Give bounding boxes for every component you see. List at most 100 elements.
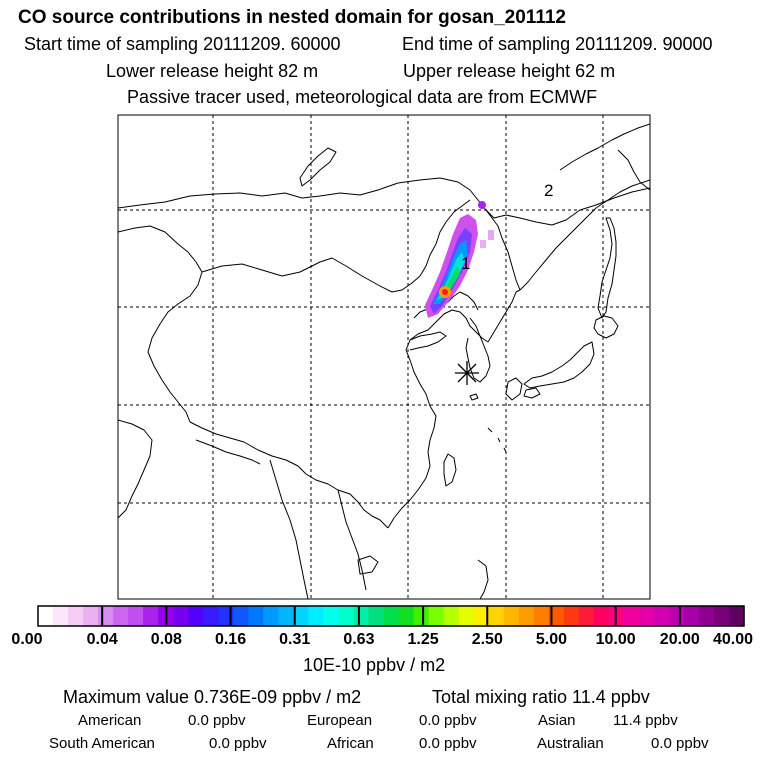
primorye-coast: [519, 179, 650, 291]
colorbar-cell: [53, 606, 69, 626]
colorbar-cell: [728, 606, 745, 626]
colorbar-cell: [278, 606, 294, 626]
colorbar-cell: [488, 606, 505, 626]
colorbar-cell: [668, 606, 685, 626]
region-african-value: 0.0 ppbv: [419, 735, 477, 752]
colorbar-cell: [563, 606, 580, 626]
max-value-label: Maximum value 0.736E-09 ppbv / m2: [63, 687, 362, 707]
region-european-name: European: [307, 712, 373, 729]
upper-release-label: Upper release height 62 m: [403, 61, 616, 81]
japan-shikoku: [523, 387, 541, 399]
region-american-value: 0.0 ppbv: [188, 712, 246, 729]
colorbar-cell: [383, 606, 400, 626]
colorbar-cell: [113, 606, 129, 626]
china-coastline: [387, 309, 489, 529]
colorbar-tick-label: 1.25: [407, 631, 439, 648]
myanmar-border: [269, 459, 309, 599]
colorbar-cell: [173, 606, 189, 626]
laos-border: [337, 489, 367, 591]
colorbar-tick-label: 40.00: [712, 631, 754, 648]
region-southamerican-value: 0.0 ppbv: [209, 735, 267, 752]
colorbar-cell: [548, 606, 565, 626]
colorbar-cell: [233, 606, 249, 626]
colorbar-cell: [368, 606, 385, 626]
colorbar-tick-label: 0.04: [86, 631, 118, 648]
colorbar-cell: [38, 606, 54, 626]
region-southamerican-name: South American: [49, 735, 155, 752]
russia-mongolia-border: [118, 177, 650, 226]
graticule: [118, 115, 650, 599]
mongolia-china-border: [201, 199, 471, 293]
colorbar-cell: [83, 606, 99, 626]
colorbar-cell: [413, 606, 430, 626]
region-label-2: 2: [544, 181, 553, 200]
colorbar-cell: [623, 606, 640, 626]
himalaya-border: [189, 421, 307, 475]
kazakhstan-border: [118, 225, 203, 273]
colorbar-tick-label: 0.31: [279, 631, 311, 648]
colorbar-unit-label: 10E-10 ppbv / m2: [303, 655, 446, 675]
colorbar-cell: [188, 606, 204, 626]
philippines: [477, 559, 489, 599]
colorbar-cell: [593, 606, 610, 626]
sakhalin: [597, 217, 617, 319]
region-african-name: African: [327, 735, 374, 752]
colorbar-cell: [458, 606, 475, 626]
colorbar-cell: [143, 606, 159, 626]
colorbar-cell: [398, 606, 415, 626]
colorbar-tick-label: 5.00: [535, 631, 568, 648]
colorbar-cell: [473, 606, 490, 626]
indochina-border: [305, 473, 389, 529]
bohai-coast: [413, 291, 479, 319]
lake-baikal: [299, 147, 337, 187]
region-american-name: American: [78, 712, 142, 729]
colorbar-cell: [263, 606, 279, 626]
total-mixing-label: Total mixing ratio 11.4 ppbv: [432, 687, 650, 707]
kamchatka-hint: [617, 149, 650, 191]
colorbar-cell: [428, 606, 445, 626]
amur-border: [485, 209, 521, 291]
map-frame: [117, 114, 651, 600]
start-time-label: Start time of sampling 20111209. 60000: [24, 34, 341, 54]
colorbar-tick-label: 20.00: [659, 631, 700, 648]
colorbar-cell: [323, 606, 340, 626]
colorbar-cell: [518, 606, 535, 626]
japan-honshu: [523, 341, 595, 389]
nepal-border: [195, 439, 261, 465]
jeju-island: [469, 393, 479, 401]
colorbar-cell: [713, 606, 730, 626]
colorbar-cell: [248, 606, 264, 626]
region-australian-name: Australian: [537, 735, 604, 752]
region-asian-value: 11.4 ppbv: [613, 712, 678, 729]
colorbar-cell: [68, 606, 84, 626]
colorbar-cell: [308, 606, 324, 626]
colorbar-cell: [578, 606, 595, 626]
shandong-peninsula: [409, 331, 447, 351]
colorbar-cell: [203, 606, 219, 626]
colorbar-cell: [698, 606, 715, 626]
colorbar-cell: [443, 606, 460, 626]
colorbar-cell: [353, 606, 370, 626]
taiwan: [443, 453, 457, 487]
region-label-1: 1: [461, 254, 470, 273]
plot-title: CO source contributions in nested domain…: [18, 7, 566, 28]
colorbar-cell: [98, 606, 114, 626]
colorbar-cell: [503, 606, 520, 626]
colorbar-tick-label: 2.50: [471, 631, 503, 648]
ryukyu-islands: [487, 427, 507, 453]
colorbar-cell: [293, 606, 309, 626]
japan-hokkaido: [593, 315, 619, 339]
colorbar-cell: [653, 606, 670, 626]
colorbar-cell: [338, 606, 355, 626]
tracer-note: Passive tracer used, meteorological data…: [127, 87, 598, 107]
okhotsk-coast: [559, 123, 650, 171]
receptor-marker: [455, 361, 479, 385]
contribution-plume: [425, 201, 494, 318]
region-european-value: 0.0 ppbv: [419, 712, 477, 729]
japan-kyushu: [505, 377, 523, 401]
colorbar-tick-label: 0.08: [150, 631, 182, 648]
colorbar-cell: [533, 606, 550, 626]
colorbar-tick-label: 0.63: [343, 631, 375, 648]
